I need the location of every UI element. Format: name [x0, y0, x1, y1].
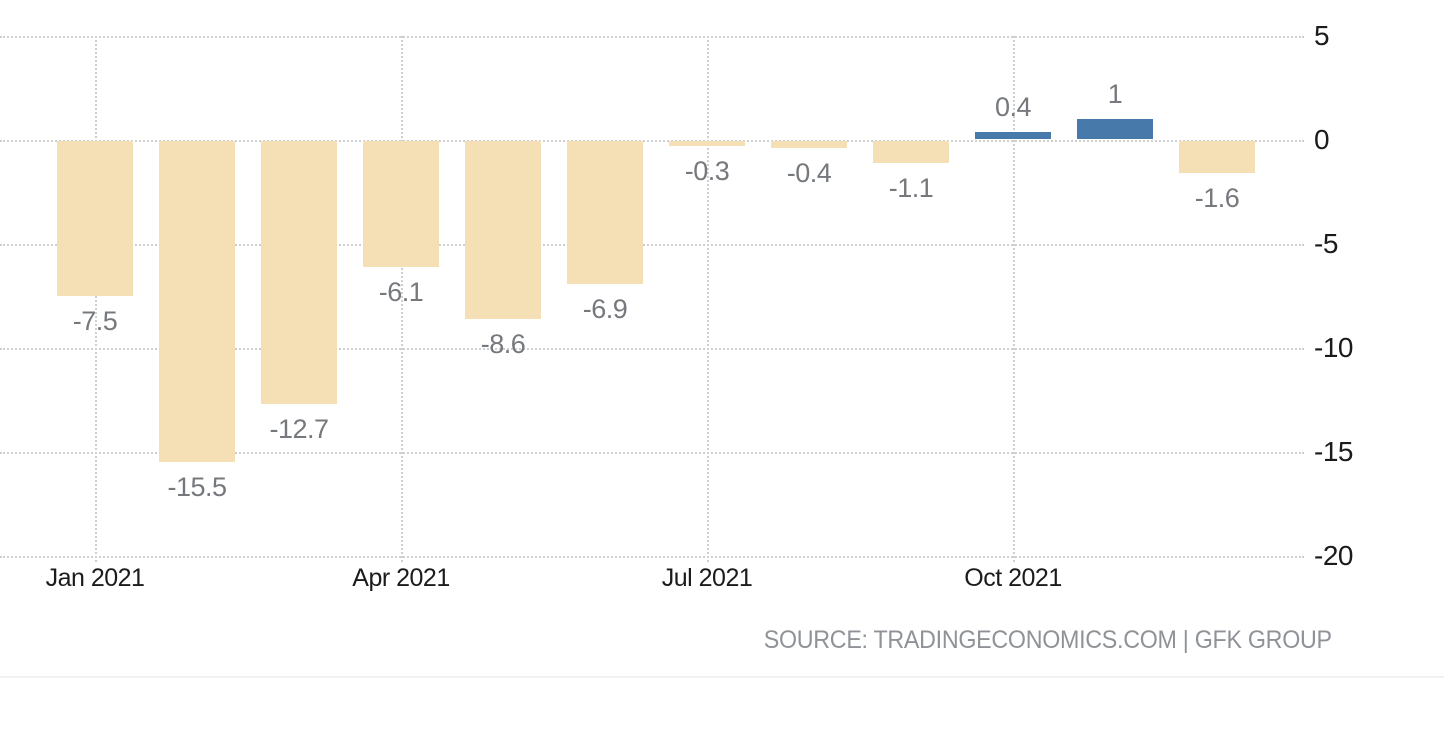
bar-mar-2021[interactable]: [261, 141, 337, 405]
bar-oct-2021[interactable]: [975, 131, 1051, 139]
bar-feb-2021[interactable]: [159, 141, 235, 463]
bar-value-label-jul-2021: -0.3: [684, 156, 730, 187]
bar-value-label-aug-2021: -0.4: [786, 158, 832, 189]
bar-apr-2021[interactable]: [363, 141, 439, 267]
bar-jul-2021[interactable]: [669, 141, 745, 147]
x-axis-tick-label: Jan 2021: [45, 564, 145, 592]
y-axis-tick-label: 0: [1314, 124, 1330, 155]
x-axis-tick-label: Jul 2021: [661, 564, 753, 592]
bar-jun-2021[interactable]: [567, 141, 643, 284]
y-axis-tick-label: -20: [1314, 540, 1353, 571]
bar-value-label-jun-2021: -6.9: [582, 293, 628, 324]
y-axis-tick-label: -15: [1314, 436, 1353, 467]
bar-may-2021[interactable]: [465, 141, 541, 319]
bar-value-label-sep-2021: -1.1: [888, 172, 934, 203]
x-axis-tick-label: Apr 2021: [352, 564, 450, 592]
bar-value-label-nov-2021: 1: [1107, 79, 1123, 110]
gridline-horizontal--5: [0, 244, 1304, 246]
gridline-vertical-apr-2021: [401, 36, 403, 562]
y-axis-tick-label: -10: [1314, 332, 1353, 363]
bar-value-label-mar-2021: -12.7: [269, 414, 329, 445]
bar-value-label-may-2021: -8.6: [480, 328, 526, 359]
bottom-divider: [0, 676, 1444, 678]
bar-jan-2021[interactable]: [57, 141, 133, 296]
bar-value-label-oct-2021: 0.4: [994, 91, 1032, 122]
bar-aug-2021[interactable]: [771, 141, 847, 149]
gridline-horizontal-0: [0, 140, 1304, 142]
y-axis-tick-label: -5: [1314, 228, 1338, 259]
bar-value-label-jan-2021: -7.5: [72, 306, 118, 336]
bar-dec-2021[interactable]: [1179, 141, 1255, 174]
gridline-horizontal--20: [0, 556, 1304, 558]
x-axis-tick-label: Oct 2021: [964, 564, 1062, 592]
y-axis-tick-label: 5: [1314, 20, 1330, 51]
gridline-horizontal--15: [0, 452, 1304, 454]
gridline-vertical-jul-2021: [707, 36, 709, 562]
gridline-vertical-jan-2021: [95, 36, 97, 562]
bar-sep-2021[interactable]: [873, 141, 949, 163]
bar-value-label-dec-2021: -1.6: [1194, 183, 1240, 214]
bar-nov-2021[interactable]: [1077, 119, 1153, 139]
gridline-horizontal--10: [0, 348, 1304, 350]
bar-value-label-feb-2021: -15.5: [167, 472, 227, 503]
gridline-vertical-oct-2021: [1013, 36, 1015, 562]
bar-value-label-apr-2021: -6.1: [378, 276, 424, 307]
gridline-horizontal-5: [0, 36, 1304, 38]
source-attribution: SOURCE: TRADINGECONOMICS.COM | GFK GROUP: [764, 626, 1332, 654]
